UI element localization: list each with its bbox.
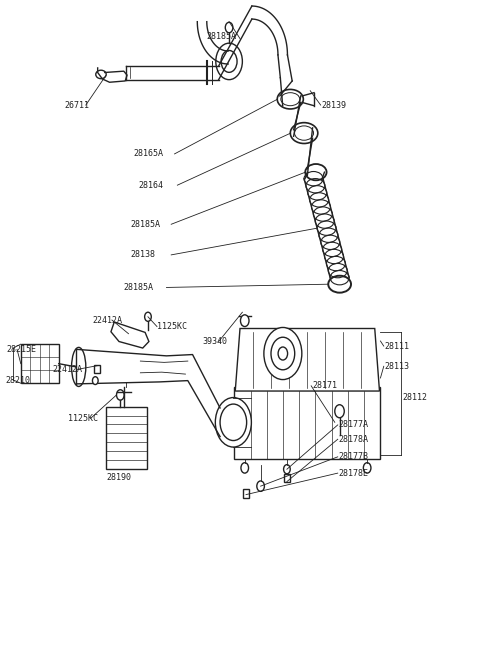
- Text: 28111: 28111: [384, 342, 410, 351]
- Text: 26711: 26711: [64, 101, 89, 110]
- Circle shape: [216, 43, 242, 79]
- Ellipse shape: [295, 126, 313, 140]
- Ellipse shape: [281, 93, 300, 106]
- Polygon shape: [235, 328, 380, 391]
- Polygon shape: [111, 322, 149, 348]
- Text: 22412A: 22412A: [93, 315, 123, 325]
- Ellipse shape: [305, 164, 326, 180]
- Circle shape: [241, 463, 249, 473]
- Circle shape: [220, 404, 247, 441]
- Ellipse shape: [290, 123, 318, 143]
- Ellipse shape: [96, 70, 106, 79]
- Text: 28185A: 28185A: [131, 220, 161, 229]
- Text: 28113: 28113: [384, 362, 410, 371]
- Bar: [106, 407, 146, 468]
- Circle shape: [144, 312, 151, 321]
- Circle shape: [225, 22, 233, 33]
- Circle shape: [257, 481, 264, 491]
- Text: 22412A: 22412A: [53, 365, 83, 374]
- Text: 28177A: 28177A: [339, 420, 369, 430]
- Bar: [94, 365, 99, 373]
- Text: 28178E: 28178E: [339, 468, 369, 478]
- Circle shape: [117, 390, 124, 400]
- Bar: [284, 474, 290, 482]
- Text: 28138: 28138: [131, 250, 156, 260]
- Text: 28171: 28171: [312, 381, 337, 390]
- Text: 28139: 28139: [322, 101, 347, 110]
- Bar: [21, 344, 59, 383]
- Text: 28165A: 28165A: [133, 149, 163, 158]
- Circle shape: [271, 337, 295, 370]
- Text: 28215E: 28215E: [7, 345, 36, 354]
- Circle shape: [335, 405, 344, 418]
- Text: 1125KC: 1125KC: [157, 322, 187, 331]
- Ellipse shape: [328, 276, 351, 292]
- Circle shape: [93, 376, 98, 384]
- Text: 28185A: 28185A: [206, 32, 236, 41]
- Text: 28210: 28210: [5, 376, 30, 385]
- Text: 28185A: 28185A: [124, 283, 154, 292]
- Bar: [243, 489, 249, 498]
- Text: 28177B: 28177B: [339, 452, 369, 461]
- Circle shape: [278, 347, 288, 360]
- Text: 28178A: 28178A: [339, 435, 369, 443]
- Circle shape: [240, 315, 249, 327]
- Circle shape: [221, 51, 237, 72]
- Text: 28164: 28164: [138, 181, 163, 190]
- Circle shape: [363, 463, 371, 473]
- Text: 28112: 28112: [403, 393, 428, 402]
- Circle shape: [264, 327, 302, 380]
- Circle shape: [216, 397, 252, 447]
- Ellipse shape: [72, 348, 86, 386]
- Circle shape: [284, 464, 290, 474]
- Polygon shape: [234, 387, 381, 459]
- Text: 1125KC: 1125KC: [68, 414, 98, 423]
- Text: 28190: 28190: [107, 472, 132, 482]
- Text: 39340: 39340: [202, 337, 227, 346]
- Ellipse shape: [277, 89, 303, 109]
